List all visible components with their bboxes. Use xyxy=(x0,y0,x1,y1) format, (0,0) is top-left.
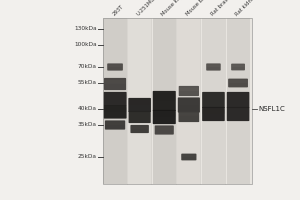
FancyBboxPatch shape xyxy=(104,94,126,99)
FancyBboxPatch shape xyxy=(231,64,245,70)
Text: 100kDa: 100kDa xyxy=(74,43,97,47)
Text: 293T: 293T xyxy=(112,4,124,17)
FancyBboxPatch shape xyxy=(202,109,224,114)
Text: 25kDa: 25kDa xyxy=(78,154,97,160)
FancyBboxPatch shape xyxy=(206,63,221,71)
Bar xyxy=(103,18,252,184)
Text: 55kDa: 55kDa xyxy=(78,80,97,86)
FancyBboxPatch shape xyxy=(105,120,125,130)
Text: 70kDa: 70kDa xyxy=(78,64,97,70)
Bar xyxy=(103,18,127,184)
FancyBboxPatch shape xyxy=(228,80,248,83)
FancyBboxPatch shape xyxy=(130,125,149,133)
FancyBboxPatch shape xyxy=(179,112,199,116)
Text: U-251MG: U-251MG xyxy=(136,0,157,17)
FancyBboxPatch shape xyxy=(103,105,127,119)
FancyBboxPatch shape xyxy=(153,94,176,100)
FancyBboxPatch shape xyxy=(231,65,245,67)
Text: Rat brain: Rat brain xyxy=(210,0,231,17)
FancyBboxPatch shape xyxy=(153,112,176,117)
FancyBboxPatch shape xyxy=(103,92,127,106)
FancyBboxPatch shape xyxy=(153,91,176,111)
FancyBboxPatch shape xyxy=(155,127,173,130)
FancyBboxPatch shape xyxy=(202,92,225,108)
FancyBboxPatch shape xyxy=(179,86,199,96)
FancyBboxPatch shape xyxy=(129,111,151,123)
FancyBboxPatch shape xyxy=(227,92,249,108)
Text: 130kDa: 130kDa xyxy=(74,26,97,31)
FancyBboxPatch shape xyxy=(107,63,123,71)
FancyBboxPatch shape xyxy=(128,98,151,112)
Text: Mouse brain: Mouse brain xyxy=(185,0,212,17)
FancyBboxPatch shape xyxy=(227,109,249,114)
FancyBboxPatch shape xyxy=(131,126,148,129)
FancyBboxPatch shape xyxy=(105,122,125,125)
Text: 35kDa: 35kDa xyxy=(78,122,97,128)
FancyBboxPatch shape xyxy=(104,107,126,112)
FancyBboxPatch shape xyxy=(227,107,249,121)
FancyBboxPatch shape xyxy=(153,110,176,124)
FancyBboxPatch shape xyxy=(181,154,196,160)
FancyBboxPatch shape xyxy=(178,100,200,105)
Bar xyxy=(103,18,252,184)
FancyBboxPatch shape xyxy=(129,113,150,117)
FancyBboxPatch shape xyxy=(227,94,249,100)
Text: NSFL1C: NSFL1C xyxy=(259,106,285,112)
FancyBboxPatch shape xyxy=(202,107,225,121)
FancyBboxPatch shape xyxy=(107,64,123,67)
FancyBboxPatch shape xyxy=(228,79,248,87)
Text: Rat kidney: Rat kidney xyxy=(235,0,258,17)
Text: 40kDa: 40kDa xyxy=(78,106,97,112)
Bar xyxy=(153,18,176,184)
Bar xyxy=(128,18,151,184)
FancyBboxPatch shape xyxy=(178,110,199,122)
FancyBboxPatch shape xyxy=(104,78,126,90)
FancyBboxPatch shape xyxy=(182,155,196,157)
FancyBboxPatch shape xyxy=(155,125,174,135)
FancyBboxPatch shape xyxy=(104,80,126,84)
Text: Mouse kidney: Mouse kidney xyxy=(161,0,190,17)
FancyBboxPatch shape xyxy=(202,94,224,100)
Bar xyxy=(177,18,200,184)
FancyBboxPatch shape xyxy=(179,87,199,91)
Bar xyxy=(202,18,225,184)
FancyBboxPatch shape xyxy=(178,97,200,113)
Bar xyxy=(226,18,250,184)
FancyBboxPatch shape xyxy=(129,100,151,105)
FancyBboxPatch shape xyxy=(206,64,220,67)
